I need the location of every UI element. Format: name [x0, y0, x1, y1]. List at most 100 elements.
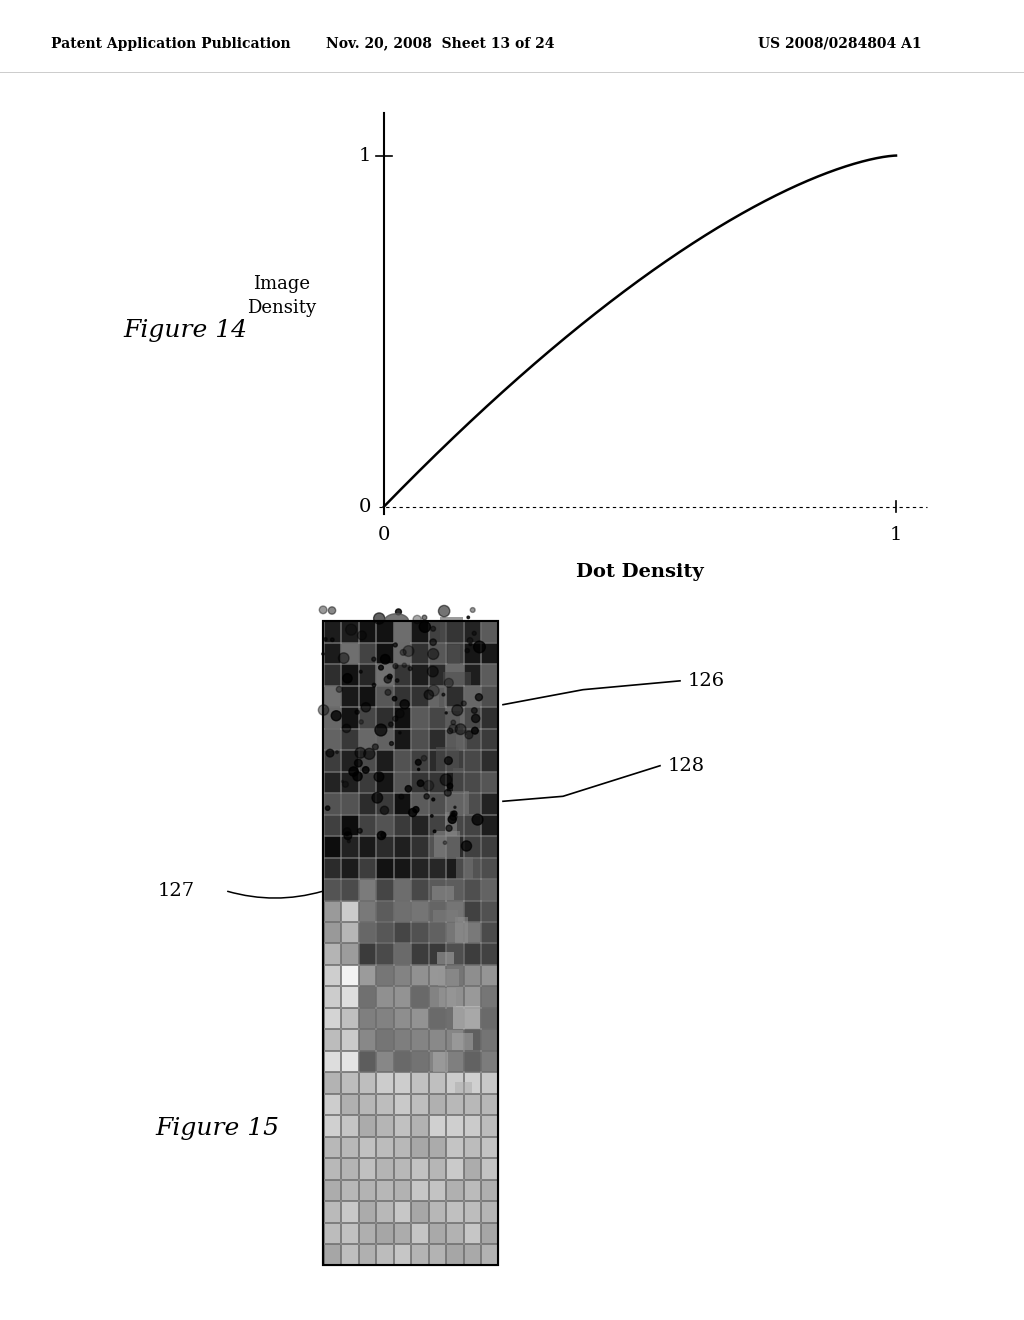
- Bar: [324, 944, 340, 964]
- Bar: [358, 900, 375, 921]
- Circle shape: [387, 675, 392, 678]
- Bar: [481, 1051, 498, 1072]
- Bar: [481, 836, 498, 857]
- Bar: [341, 986, 357, 1007]
- Bar: [358, 1030, 375, 1049]
- Bar: [464, 750, 480, 771]
- Bar: [376, 965, 392, 986]
- Bar: [411, 1180, 427, 1200]
- Bar: [481, 1008, 498, 1028]
- Bar: [411, 664, 427, 685]
- Bar: [446, 793, 463, 813]
- Bar: [358, 1222, 375, 1243]
- Bar: [341, 1201, 357, 1221]
- Circle shape: [418, 780, 424, 787]
- Bar: [446, 664, 463, 685]
- Bar: [358, 729, 375, 750]
- Circle shape: [471, 727, 478, 734]
- Bar: [481, 1243, 498, 1265]
- Bar: [446, 686, 463, 706]
- Bar: [358, 858, 375, 878]
- Bar: [411, 708, 427, 727]
- Bar: [393, 729, 410, 750]
- Bar: [393, 1051, 410, 1072]
- Bar: [481, 1222, 498, 1243]
- Circle shape: [355, 747, 366, 758]
- Bar: [341, 1222, 357, 1243]
- Bar: [446, 643, 463, 664]
- Circle shape: [451, 812, 455, 816]
- Bar: [324, 1222, 340, 1243]
- Circle shape: [377, 832, 385, 840]
- Circle shape: [373, 744, 378, 750]
- Bar: [428, 1222, 445, 1243]
- Circle shape: [347, 840, 350, 842]
- Bar: [411, 1158, 427, 1179]
- Bar: [445, 812, 458, 836]
- Text: 128: 128: [668, 756, 706, 775]
- Circle shape: [349, 767, 358, 776]
- Bar: [376, 900, 392, 921]
- Text: 0: 0: [358, 498, 371, 516]
- Bar: [324, 879, 340, 899]
- Bar: [324, 793, 340, 813]
- Bar: [446, 1201, 463, 1221]
- Bar: [341, 1072, 357, 1093]
- Bar: [324, 729, 340, 750]
- Bar: [393, 1158, 410, 1179]
- Circle shape: [424, 690, 433, 700]
- Bar: [411, 814, 427, 836]
- Circle shape: [416, 759, 421, 766]
- Bar: [464, 944, 480, 964]
- Bar: [376, 836, 392, 857]
- Circle shape: [373, 684, 376, 686]
- Bar: [411, 944, 427, 964]
- Bar: [464, 879, 480, 899]
- Bar: [376, 729, 392, 750]
- Bar: [447, 645, 460, 664]
- Bar: [464, 793, 480, 813]
- Bar: [376, 1222, 392, 1243]
- Circle shape: [381, 655, 390, 664]
- Bar: [411, 622, 427, 642]
- Bar: [464, 1094, 480, 1114]
- Bar: [393, 986, 410, 1007]
- Bar: [481, 1115, 498, 1135]
- Bar: [324, 1072, 340, 1093]
- Bar: [464, 814, 480, 836]
- Bar: [358, 923, 375, 942]
- Circle shape: [329, 607, 336, 614]
- Bar: [481, 1158, 498, 1179]
- Bar: [428, 664, 445, 685]
- Bar: [481, 643, 498, 664]
- Circle shape: [372, 657, 376, 661]
- Bar: [341, 879, 357, 899]
- Bar: [358, 1158, 375, 1179]
- Circle shape: [469, 643, 472, 645]
- Circle shape: [472, 814, 483, 825]
- Bar: [481, 965, 498, 986]
- Circle shape: [400, 649, 407, 655]
- Bar: [358, 1051, 375, 1072]
- Bar: [358, 643, 375, 664]
- Circle shape: [472, 631, 476, 635]
- Bar: [411, 1008, 427, 1028]
- Bar: [446, 1051, 463, 1072]
- Bar: [376, 1201, 392, 1221]
- Bar: [358, 1243, 375, 1265]
- Bar: [428, 1137, 445, 1158]
- Circle shape: [336, 751, 338, 754]
- Bar: [376, 1137, 392, 1158]
- Circle shape: [428, 648, 438, 660]
- Circle shape: [430, 814, 433, 817]
- Bar: [376, 1030, 392, 1049]
- Bar: [464, 836, 480, 857]
- Bar: [393, 1115, 410, 1135]
- Circle shape: [433, 830, 436, 833]
- Bar: [358, 664, 375, 685]
- Bar: [446, 900, 463, 921]
- Bar: [393, 879, 410, 899]
- Bar: [411, 686, 427, 706]
- Bar: [393, 750, 410, 771]
- Circle shape: [406, 785, 412, 792]
